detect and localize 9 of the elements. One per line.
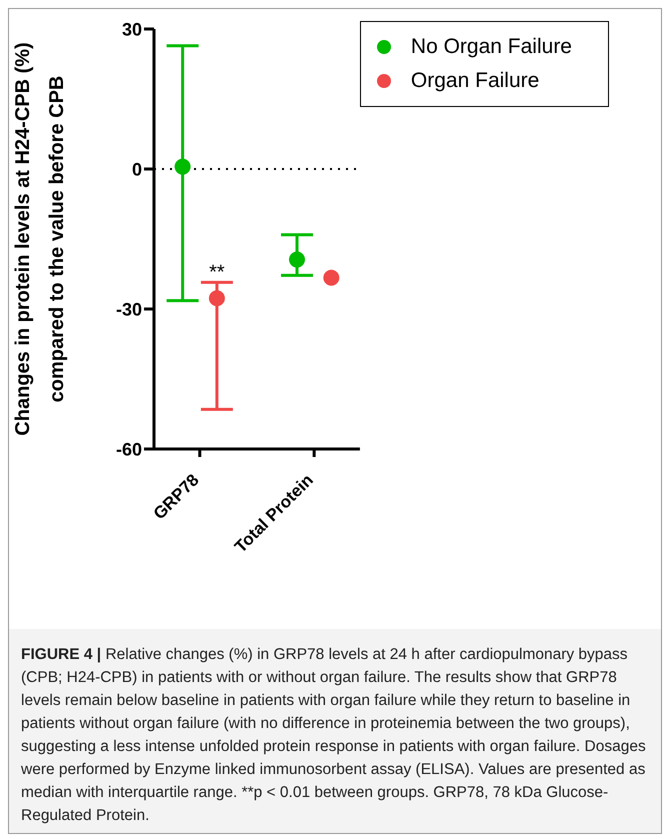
y-tick-label: -60 <box>116 439 142 460</box>
y-tick-label: 30 <box>122 19 142 40</box>
y-tick-label: 0 <box>132 159 142 180</box>
y-axis-title: Changes in protein levels at H24-CPB (%) compared to the value before CPB <box>12 42 68 436</box>
legend-label: Organ Failure <box>410 69 540 92</box>
legend-label: No Organ Failure <box>410 35 572 58</box>
text: FIGURE 4 | Relative changes (%) in GRP78 levels at 24 h after cardiopulmonary bypass (CPB; H24-CPB) in patients with or without organ failure. The results show that GRP78 levels remain below baseline in patients with organ failure while they return to baseline in patients without organ failure (with no difference in proteinemia between the two groups), suggesting a less intense unfolded protein response in patients with organ failure. Dosages were performed by Enzyme linked immunosorbent assay (ELISA). Values are presented as median with interquartile range. **p < 0.01 between groups. GRP78, 78 kDa Glucose-Regulated Protein. <box>21 646 646 824</box>
y-tick-label: -30 <box>116 299 142 320</box>
annotation: ** <box>209 261 225 284</box>
